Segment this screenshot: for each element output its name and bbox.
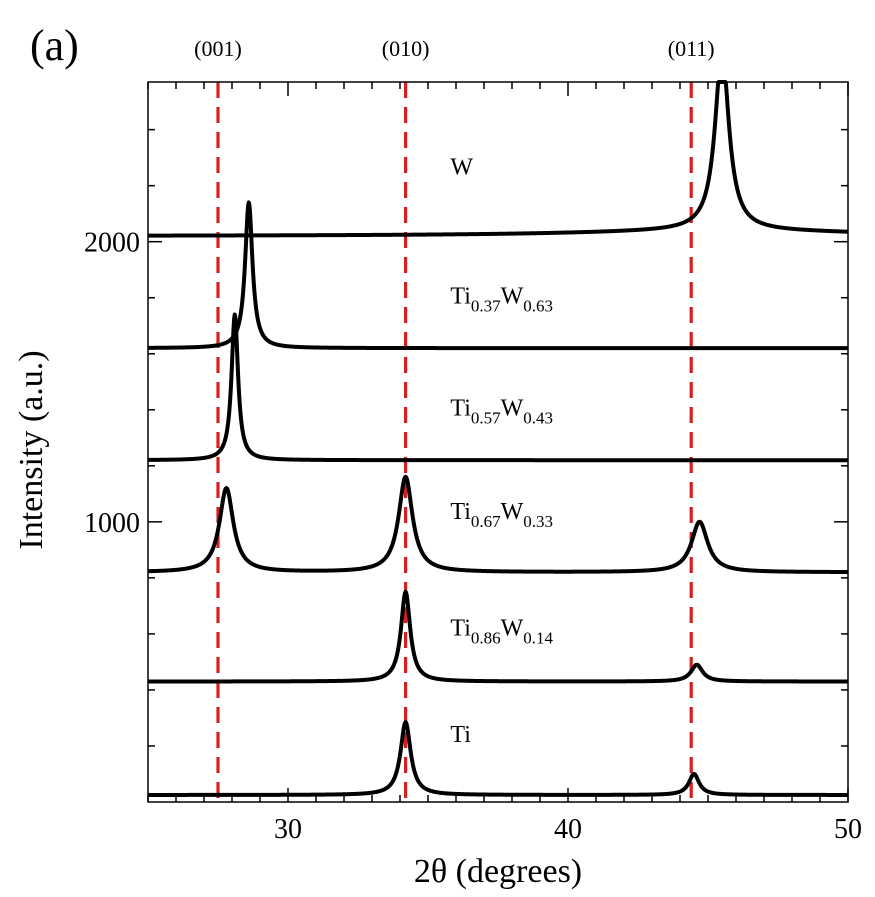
series-curve-Ti0.67W0.33 bbox=[146, 474, 850, 574]
series-curve-Ti0.37W0.63 bbox=[146, 200, 850, 351]
y-axis-label: Intensity (a.u.) bbox=[13, 350, 50, 549]
y-tick-label: 1000 bbox=[84, 508, 140, 539]
x-tick-label: 50 bbox=[834, 814, 862, 845]
x-tick-label: 30 bbox=[274, 814, 302, 845]
reference-label: (010) bbox=[382, 36, 430, 61]
series-label: Ti bbox=[450, 722, 471, 748]
series-label: Ti0.37W0.63 bbox=[450, 283, 553, 315]
reference-labels: (001) (010) (011) bbox=[194, 36, 714, 61]
reference-label: (001) bbox=[194, 36, 242, 61]
series-curve-W bbox=[146, 80, 850, 238]
series-label: Ti0.67W0.33 bbox=[450, 499, 553, 531]
series-curve-Ti bbox=[146, 720, 850, 797]
axis-ticks bbox=[147, 82, 849, 802]
x-axis-label: 2θ (degrees) bbox=[414, 853, 582, 890]
series-label: Ti0.86W0.14 bbox=[450, 615, 553, 647]
series-curve-Ti0.86W0.14 bbox=[146, 589, 850, 684]
y-tick-labels: 1000 2000 bbox=[84, 228, 140, 539]
plot-frame bbox=[147, 81, 849, 803]
series-curves bbox=[146, 80, 850, 797]
plot-area: Ti Ti0.86W0.14 Ti0.67W0.33 Ti0.57W0.43 Ti0.3… bbox=[146, 80, 850, 803]
series-labels: Ti Ti0.86W0.14 Ti0.67W0.33 Ti0.57W0.43 Ti0.3… bbox=[450, 154, 553, 747]
reference-label: (011) bbox=[668, 36, 715, 61]
series-curve-Ti0.57W0.43 bbox=[146, 312, 850, 463]
series-label: W bbox=[450, 154, 473, 180]
x-tick-labels: 30 40 50 bbox=[274, 814, 862, 845]
series-label: Ti0.57W0.43 bbox=[450, 395, 553, 427]
y-tick-label: 2000 bbox=[84, 228, 140, 259]
panel-label: (a) bbox=[30, 21, 79, 70]
x-tick-label: 40 bbox=[554, 814, 582, 845]
reference-lines bbox=[216, 82, 693, 802]
